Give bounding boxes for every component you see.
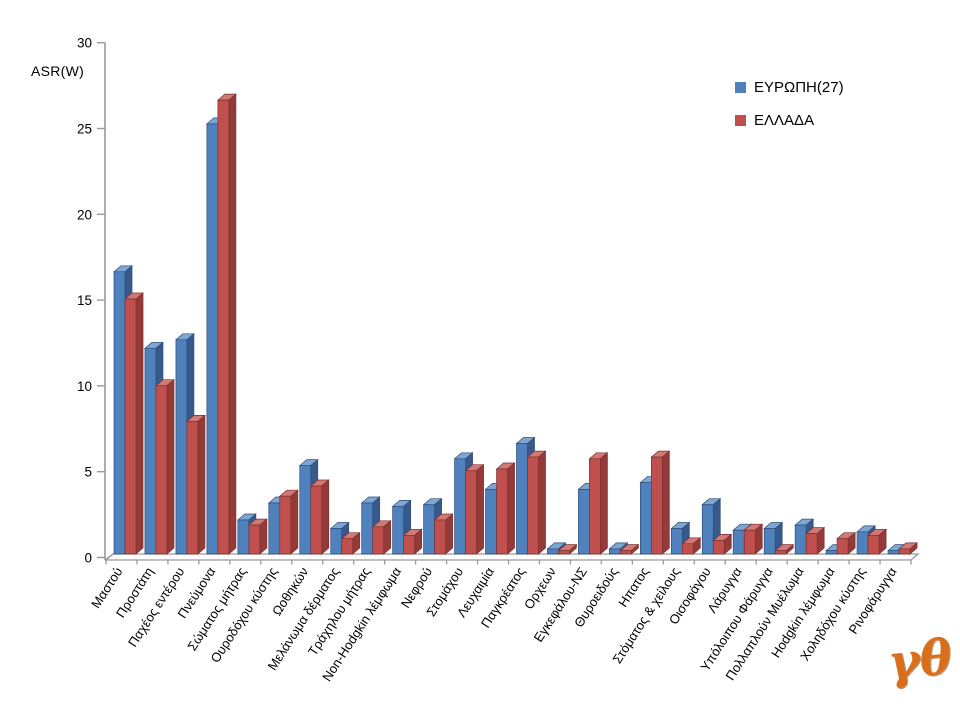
bar-europe-8-front [361,502,374,555]
bar-greece-18-front [681,543,694,555]
bar-greece-11-side [476,463,484,555]
bar-greece-0-side [135,292,144,555]
bar-europe-5-front [268,502,281,555]
bar-greece-0-front [124,298,137,555]
bar-europe-2-front [175,339,188,555]
bar-greece-15-front [589,458,601,555]
bar-greece-4-side [259,518,268,555]
bar-greece-10-side [445,513,453,555]
bar-greece-13-side [538,450,546,555]
bar-europe-11-front [454,458,466,555]
legend-swatch-greece-icon [735,115,746,126]
bar-greece-23-front [836,538,849,555]
y-tick-label: 0 [84,551,92,566]
legend-item-greece: ΕΛΛΑΔΑ [735,112,844,129]
bar-greece-5-side [290,489,299,555]
bar-europe-17-front [639,482,652,555]
bar-europe-12-front [485,489,497,555]
bar-greece-10-front [434,519,446,555]
bar-europe-3-front [206,123,219,555]
axis-corner-line [104,553,114,561]
bar-europe-1-front [144,347,157,555]
y-tick-label: 25 [77,122,92,137]
y-tick-label: 20 [77,207,92,222]
bar-greece-11-front [465,470,477,555]
bar-greece-24-front [867,534,880,555]
bar-greece-2-front [186,421,199,555]
bar-greece-5-front [279,495,292,555]
y-tick-label: 30 [77,36,92,51]
bar-greece-15-side [600,452,608,555]
y-axis-title: ASR(W) [31,63,85,79]
bar-greece-12-front [496,468,508,555]
bar-europe-15-front [578,489,590,555]
bar-greece-20-front [743,529,756,555]
bar-europe-13-front [516,443,528,555]
bar-europe-18-front [670,528,683,555]
bar-europe-14-front [547,548,559,555]
bar-greece-7-front [341,538,354,555]
bar-greece-22-front [805,533,818,555]
y-tick-label: 10 [77,379,92,394]
bar-europe-20-front [732,529,745,555]
legend-item-europe: ΕΥΡΩΠΗ(27) [735,79,844,96]
bar-greece-14-front [558,550,570,555]
bar-greece-4-front [248,524,261,555]
bar-greece-6-front [310,485,323,555]
legend-swatch-europe-icon [735,82,746,93]
bar-europe-25-front [887,550,900,555]
bar-greece-3-side [228,93,237,555]
bar-greece-6-side [321,479,330,555]
legend: ΕΥΡΩΠΗ(27) ΕΛΛΑΔΑ [735,79,844,129]
bar-europe-0-front [113,271,126,555]
bar-greece-8-side [383,520,392,555]
y-tick-label: 15 [77,293,92,308]
bar-greece-12-side [507,462,515,555]
bar-europe-19-front [701,504,714,555]
legend-label-greece: ΕΛΛΑΔΑ [754,112,815,129]
bar-europe-10-front [423,504,435,555]
bar-greece-2-side [197,414,206,555]
bar-europe-9-front [392,506,405,555]
bar-europe-7-front [330,528,343,555]
bar-greece-16-front [620,550,632,555]
bar-europe-23-front [825,550,838,555]
bar-greece-9-front [403,534,416,555]
y-tick-label: 5 [84,465,92,480]
bar-greece-3-front [217,99,230,555]
bar-greece-13-front [527,456,539,555]
bar-greece-17-front [650,456,663,555]
legend-label-europe: ΕΥΡΩΠΗ(27) [754,79,844,96]
bar-greece-1-side [166,378,175,555]
bar-greece-19-front [712,540,725,555]
bar-greece-8-front [372,526,385,555]
bar-europe-24-front [856,531,869,555]
bar-europe-6-front [299,465,312,555]
bar-europe-22-front [794,524,807,555]
bar-greece-21-front [774,550,787,555]
bar-europe-21-front [763,528,776,555]
bar-europe-16-front [609,548,621,555]
bar-europe-4-front [237,519,250,555]
chart-floor [104,553,920,561]
bar-greece-17-side [661,450,670,555]
signature-logo: γθ [885,628,955,692]
bar-greece-1-front [155,385,168,555]
bar-greece-25-front [898,548,911,555]
